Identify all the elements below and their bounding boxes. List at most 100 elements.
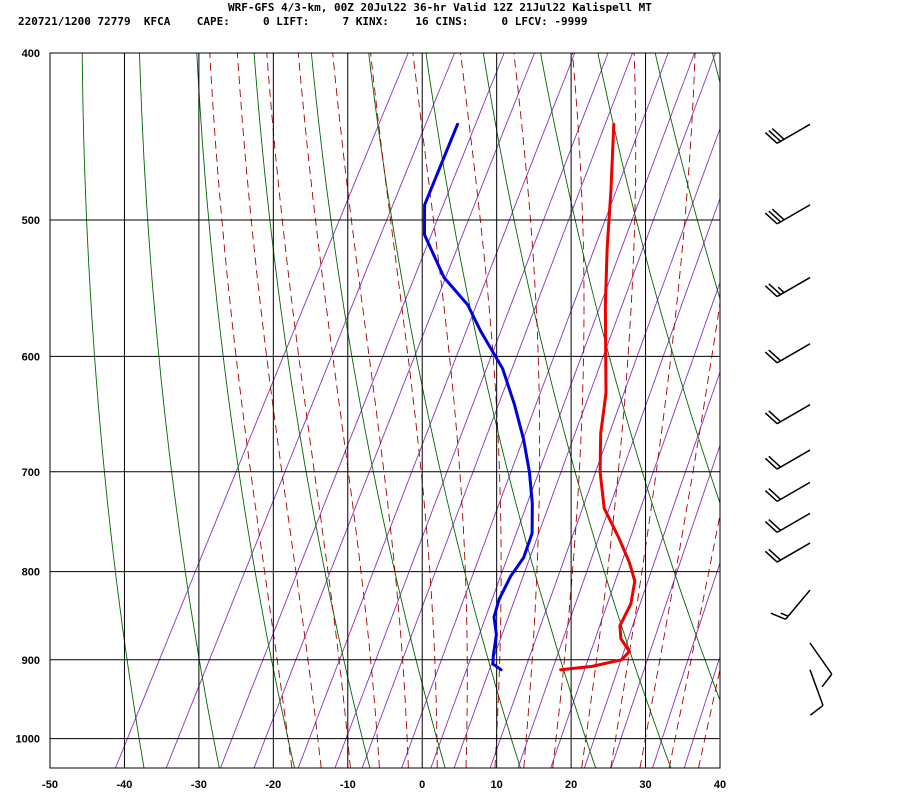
mixing-ratio-line [517, 197, 720, 768]
dry-adiabat-line [196, 53, 296, 768]
wind-barb-feather [768, 130, 782, 142]
x-tick-label: 40 [714, 779, 726, 791]
y-tick-label: 1000 [16, 734, 40, 746]
moist-adiabat-line [332, 53, 409, 768]
mixing-ratio-line [610, 443, 720, 768]
wind-barb-feather [764, 521, 778, 533]
moist-adiabat-line [460, 53, 502, 768]
wind-barb-feather [771, 128, 785, 140]
wind-barb [764, 542, 811, 563]
moist-adiabat-line [266, 53, 351, 768]
x-tick-label: -20 [265, 779, 281, 791]
wind-barbs [764, 123, 833, 716]
dry-adiabat-line [654, 53, 720, 301]
mixing-ratio-line [401, 53, 669, 768]
chart-title: WRF-GFS 4/3-km, 00Z 20Jul22 36-hr Valid … [228, 1, 652, 14]
sounding-profiles [423, 122, 637, 672]
wind-barb [764, 449, 811, 470]
x-tick-label: 30 [639, 779, 651, 791]
wind-barb [770, 589, 811, 620]
wind-barb-feather [768, 548, 782, 561]
dry-adiabat-line [425, 53, 597, 768]
y-tick-label: 400 [22, 48, 40, 60]
moist-adiabat-line [370, 53, 438, 768]
dry-adiabat-line [712, 53, 720, 85]
mixing-ratio-line [652, 561, 720, 768]
mixing-ratio-line [550, 281, 720, 768]
moist-adiabat-line [412, 53, 468, 768]
wind-barb-feather [768, 488, 782, 500]
x-tick-label: -40 [116, 779, 132, 791]
station-indices-line: 220721/1200 72779 KFCA CAPE: 0 LIFT: 7 K… [18, 15, 588, 28]
dry-adiabat-line [81, 53, 145, 768]
y-tick-label: 900 [22, 655, 40, 667]
chart-grid [49, 52, 721, 768]
moist-adiabat-line [236, 53, 322, 768]
wind-barb-feather [764, 550, 778, 563]
wind-barb-feather [768, 410, 782, 423]
dry-adiabat-line [770, 53, 900, 768]
mixing-ratio-line [220, 53, 505, 768]
x-tick-label: -30 [191, 779, 207, 791]
mixing-ratio-line [297, 53, 576, 768]
x-tick-label: -50 [42, 779, 58, 791]
y-tick-label: 500 [22, 215, 40, 227]
dry-adiabat-line [253, 53, 371, 768]
wind-barb [764, 404, 811, 425]
wind-barb-feather [809, 704, 824, 716]
dry-adiabat-line [310, 53, 446, 768]
wind-barb-feather [768, 349, 782, 362]
temperature-profile-line [559, 122, 637, 672]
wind-barb-staff [776, 276, 811, 298]
dry-adiabat-line [139, 53, 220, 768]
mixing-ratio-line [253, 53, 536, 768]
moist-adiabat-line [297, 53, 380, 768]
wind-barb [764, 512, 811, 533]
moist-adiabat-line [639, 300, 720, 768]
wind-barb [764, 343, 811, 364]
mixing-ratio-line [583, 370, 720, 768]
wind-barb-staff [776, 512, 811, 533]
wind-barb-feather [764, 457, 778, 470]
wind-barb-feather [777, 286, 785, 294]
moist-adiabat-line [668, 513, 720, 768]
wind-barb-feather [768, 210, 782, 223]
moist-adiabat-line [513, 53, 541, 768]
moist-adiabat-line [610, 53, 696, 768]
dry-adiabat-line [540, 53, 720, 702]
wind-barb-staff [809, 642, 833, 675]
wind-barb [764, 123, 811, 144]
wind-barb-staff [776, 343, 811, 364]
chart-header: WRF-GFS 4/3-km, 00Z 20Jul22 36-hr Valid … [0, 0, 900, 30]
wind-barb-staff [776, 204, 811, 225]
dewpoint-profile-line [423, 122, 534, 672]
wind-barb-feather [764, 212, 778, 225]
y-axis-tick-labels: 400 500 600 700 800 900 1000 [16, 48, 40, 746]
x-axis-tick-labels: -50 -40 -30 -20 -10 0 10 20 30 40 [42, 779, 726, 791]
wind-barb-staff [784, 589, 811, 620]
wind-barb-feather [768, 283, 782, 296]
x-tick-label: 0 [419, 779, 425, 791]
wind-barb-feather [764, 490, 778, 502]
wind-barb-feather [764, 351, 778, 364]
dry-adiabat-line [884, 53, 900, 768]
wind-barb-feather [780, 612, 789, 617]
wind-barb-staff [809, 669, 824, 706]
dry-adiabat-line [597, 53, 720, 505]
wind-barb-staff [776, 449, 811, 470]
wind-barb-feather [764, 285, 778, 298]
moist-adiabat-line [698, 667, 720, 768]
dry-adiabat-line [368, 53, 521, 768]
moist-adiabat-line [552, 53, 585, 768]
mixing-ratio-line [165, 53, 456, 768]
mixing-ratio-line [453, 53, 716, 768]
wind-barb-feather [771, 208, 785, 221]
dry-adiabat-line [482, 53, 672, 768]
moist-adiabat-line [581, 53, 637, 768]
y-tick-label: 800 [22, 567, 40, 579]
wind-barb-feather [764, 412, 778, 425]
wind-barb [764, 276, 811, 298]
wind-barb-feather [764, 132, 778, 144]
mixing-ratio-line [334, 53, 609, 768]
